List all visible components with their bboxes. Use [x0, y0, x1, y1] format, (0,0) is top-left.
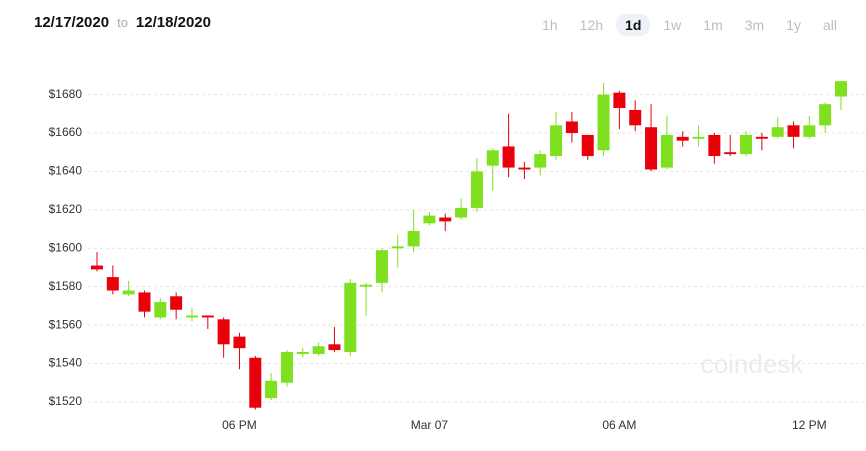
- candle-body: [265, 380, 278, 399]
- candle-body: [534, 154, 547, 168]
- range-button[interactable]: 1y: [786, 17, 801, 33]
- candle-body: [708, 134, 721, 157]
- candle-body: [296, 352, 309, 354]
- candle-body: [565, 121, 578, 133]
- x-tick-label: 06 AM: [602, 418, 636, 432]
- y-tick-label: $1520: [49, 394, 83, 408]
- candle-body: [439, 217, 452, 222]
- candle-body: [629, 109, 642, 126]
- candle-body: [122, 290, 135, 295]
- candle-body: [692, 136, 705, 139]
- range-buttons: 1h 12h 1d 1w 1m 3m 1y all: [529, 14, 846, 36]
- candle-body: [217, 319, 230, 345]
- candle-body: [835, 81, 848, 97]
- candle-body: [280, 352, 293, 383]
- candle-body: [771, 127, 784, 137]
- candle-body: [613, 92, 626, 109]
- range-button[interactable]: 1d: [616, 14, 651, 36]
- candle-body: [344, 282, 357, 352]
- candle-body: [518, 167, 531, 170]
- y-tick-label: $1680: [49, 87, 83, 101]
- candle-body: [502, 146, 515, 168]
- range-button[interactable]: 1m: [703, 17, 723, 33]
- date-separator: to: [117, 15, 128, 30]
- candle-body: [803, 125, 816, 137]
- candle-body: [201, 315, 214, 318]
- candle-body: [328, 344, 341, 351]
- candle-body: [470, 171, 483, 208]
- candle-body: [787, 125, 800, 137]
- candle-body: [391, 246, 404, 249]
- candle-body: [455, 207, 468, 218]
- candle-body: [154, 302, 167, 318]
- candle-body: [407, 230, 420, 247]
- range-button[interactable]: 3m: [744, 17, 765, 33]
- y-tick-label: $1660: [49, 125, 83, 139]
- candle-body: [185, 315, 198, 318]
- candle-body: [740, 134, 753, 155]
- candle-body: [724, 152, 737, 155]
- y-tick-label: $1580: [49, 279, 83, 293]
- candle-body: [486, 150, 499, 166]
- candle-body: [645, 127, 658, 170]
- candle-body: [170, 296, 183, 310]
- candle-body: [138, 292, 151, 312]
- candle-body: [360, 284, 373, 287]
- candle-body: [91, 265, 103, 270]
- range-button[interactable]: 1w: [663, 17, 682, 33]
- date-to: 12/18/2020: [135, 14, 211, 31]
- candle-body: [676, 136, 689, 141]
- candle-body: [660, 134, 673, 168]
- y-tick-label: $1600: [49, 240, 83, 254]
- y-tick-label: $1620: [49, 202, 83, 216]
- candle-body: [581, 134, 594, 157]
- candle-body: [550, 125, 563, 157]
- date-range: 12/17/2020 to 12/18/2020: [34, 14, 211, 31]
- candle-body: [755, 136, 768, 139]
- candle-body: [106, 277, 119, 291]
- candle-body: [819, 104, 832, 126]
- date-from: 12/17/2020: [34, 14, 110, 31]
- candle-body: [312, 346, 325, 354]
- candle-body: [423, 215, 436, 224]
- y-tick-label: $1560: [49, 317, 83, 331]
- candle-body: [597, 94, 610, 151]
- candle-body: [249, 357, 262, 408]
- x-tick-label: Mar 07: [411, 418, 449, 432]
- range-button[interactable]: all: [822, 17, 837, 33]
- candle-body: [233, 336, 246, 349]
- y-tick-label: $1540: [49, 356, 83, 370]
- watermark: coindesk: [701, 349, 805, 379]
- x-tick-label: 12 PM: [792, 418, 827, 432]
- y-tick-label: $1640: [49, 164, 83, 178]
- range-button[interactable]: 1h: [542, 17, 558, 33]
- x-tick-label: 06 PM: [222, 418, 257, 432]
- range-button[interactable]: 12h: [579, 17, 604, 33]
- candle-body: [375, 250, 388, 283]
